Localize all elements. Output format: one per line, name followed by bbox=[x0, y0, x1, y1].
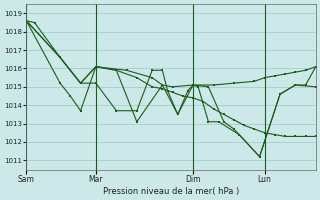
X-axis label: Pression niveau de la mer( hPa ): Pression niveau de la mer( hPa ) bbox=[103, 187, 239, 196]
